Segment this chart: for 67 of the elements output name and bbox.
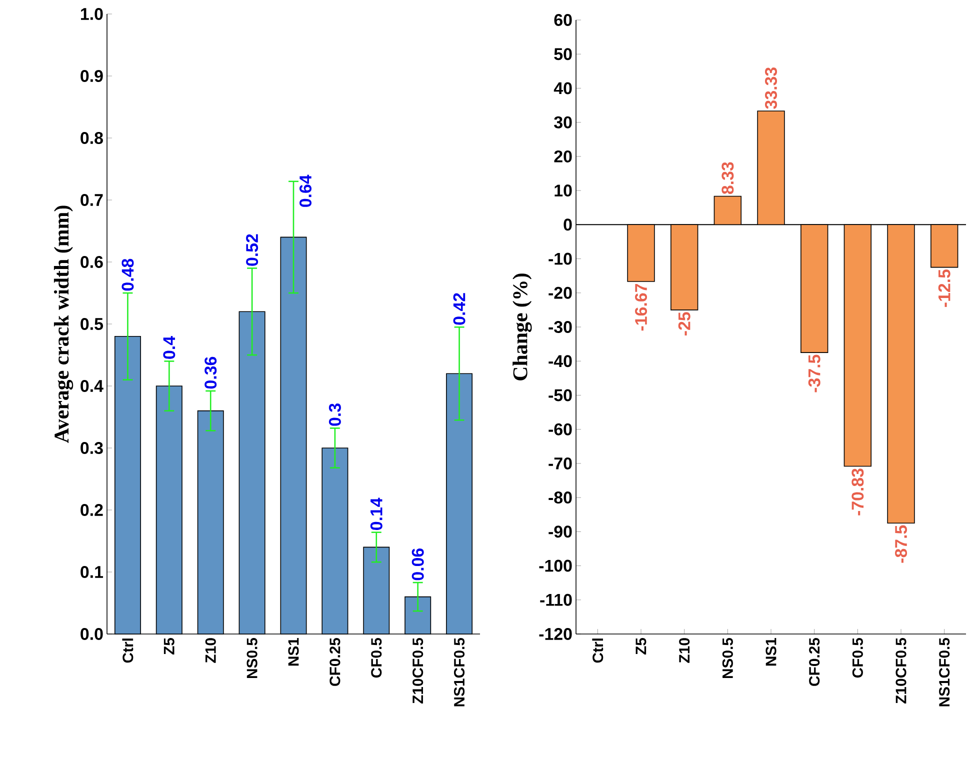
y-tick-label: 40 [554,82,572,94]
x-tick-label: Z5 [636,638,646,655]
data-label: 0.14 [370,498,382,530]
data-label: -25 [678,312,690,336]
x-tick-label: Z5 [164,638,174,655]
x-tick-label: Ctrl [592,638,604,663]
y-tick-label: 0.8 [80,132,103,144]
data-label: -37.5 [808,354,820,392]
data-label: 0.52 [246,234,258,266]
y-axis-title: Change (%) [512,274,532,380]
data-label: 0.4 [163,336,176,359]
data-label: 8.33 [722,162,734,194]
y-tick-label: -40 [548,355,572,368]
y-tick-label: 0.0 [80,628,103,640]
x-tick-label: Z10 [679,638,690,663]
y-tick-label: 1.0 [81,8,103,20]
y-tick-label: -20 [548,286,572,299]
y-tick-label: 0.3 [80,442,103,454]
data-label: -70.83 [852,468,864,516]
y-tick-label: -100 [539,560,572,572]
x-tick-label: Ctrl [122,638,134,663]
y-tick-label: -10 [548,252,572,265]
data-label: -87.5 [895,525,908,563]
y-axis-title: Average crack width (mm) [54,206,74,443]
y-tick-label: 0.6 [80,256,103,268]
y-tick-label: -60 [548,423,572,436]
x-tick-label: Z10CF0.5 [896,638,906,704]
x-tick-label: Z10 [205,638,216,663]
y-tick-label: 0.2 [80,504,103,516]
y-tick-label: 0.5 [80,318,104,330]
x-tick-label: Z10CF0.5 [412,638,424,704]
y-tick-label: 0.7 [80,194,103,206]
y-tick-label: -110 [540,594,572,606]
y-tick-label: 50 [554,48,572,60]
x-tick-label: NS1CF0.5 [939,638,950,706]
y-tick-label: 30 [554,116,572,128]
data-label: 0.06 [412,548,424,580]
y-tick-label: -80 [548,492,572,504]
y-tick-label: 0.4 [80,380,104,392]
y-tick-label: 20 [554,150,572,162]
y-tick-label: 0.1 [80,566,104,578]
y-tick-label: 0 [564,218,572,231]
x-tick-label: NS1 [766,638,776,666]
y-tick-label: -90 [548,526,572,538]
y-tick-label: 10 [554,184,572,197]
y-tick-label: 0.9 [80,70,103,82]
y-tick-label: -50 [548,389,572,402]
x-tick-label: NS0.5 [246,638,258,678]
data-label: 0.3 [328,404,341,426]
y-tick-label: -120 [539,628,572,640]
data-label: 0.48 [122,258,134,291]
data-label: 0.64 [300,174,312,207]
x-tick-label: NS1CF0.5 [454,638,465,706]
x-tick-label: NS0.5 [722,638,733,678]
data-label: 0.42 [453,293,466,325]
data-label: 33.33 [764,68,778,109]
data-label: -12.5 [938,269,950,307]
x-tick-label: CF0.25 [330,638,340,686]
y-tick-label: -70 [548,457,572,470]
y-tick-label: -30 [548,320,572,333]
y-tick-label: 60 [554,14,572,26]
data-label: -16.67 [635,284,648,331]
x-tick-label: CF0.25 [809,638,820,686]
data-label: 0.36 [204,356,217,389]
x-tick-label: NS1 [288,638,299,666]
x-tick-label: CF0.5 [852,638,863,678]
x-tick-label: CF0.5 [371,638,382,678]
